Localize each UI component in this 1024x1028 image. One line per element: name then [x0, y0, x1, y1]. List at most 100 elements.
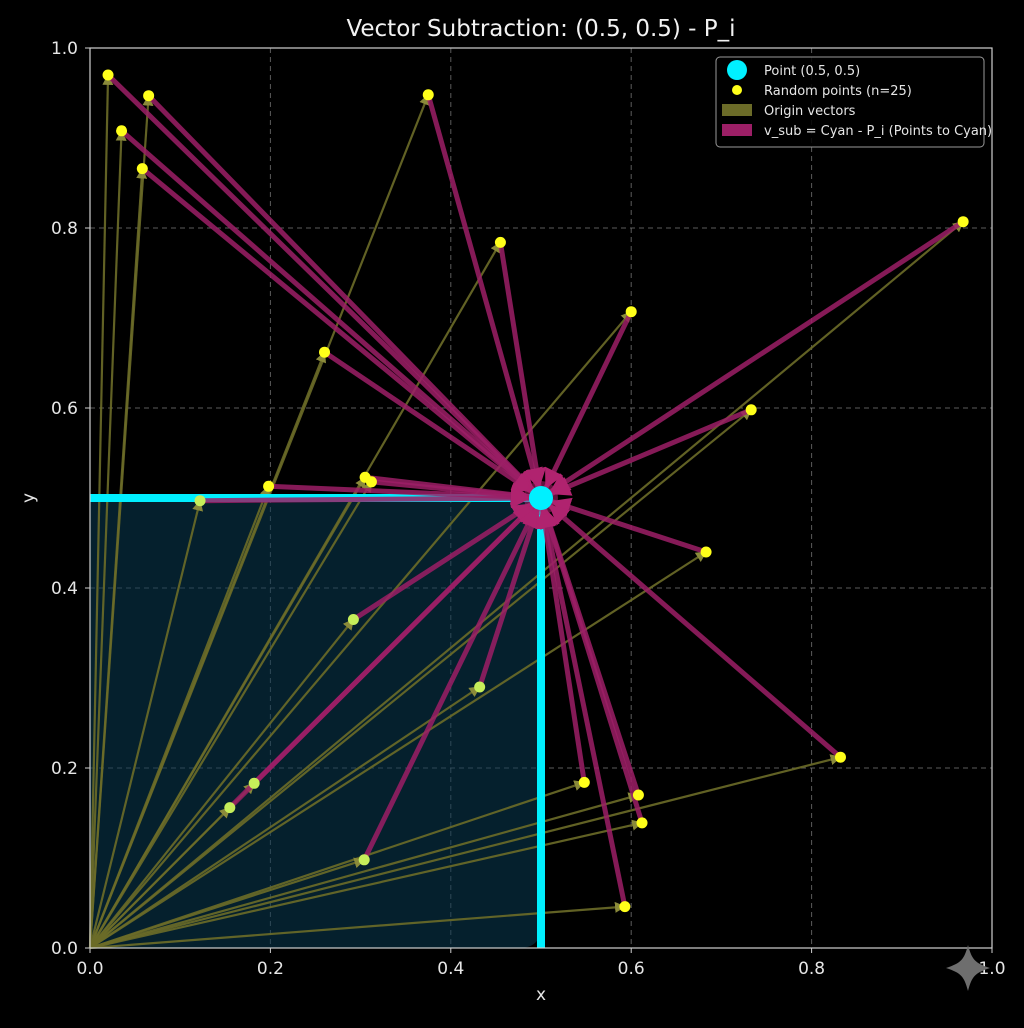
- ticks: 0.0 0.2 0.4 0.6 0.8 1.0 0.0 0.2 0.4 0.6 0.8 1.0: [51, 39, 1006, 979]
- y-tick-label-4: 0.8: [51, 219, 78, 239]
- origin-vector-13: [88, 499, 204, 949]
- origin-vector-12: [88, 485, 271, 949]
- point-8: [319, 346, 331, 358]
- legend-swatch-0: [727, 60, 747, 80]
- y-tick-label-3: 0.6: [51, 399, 78, 419]
- origin-vector-21: [89, 806, 231, 949]
- legend-label-1: Random points (n=25): [764, 84, 912, 99]
- y-tick-label-1: 0.2: [51, 759, 78, 779]
- target-point-layer: [524, 481, 558, 515]
- point-0: [102, 69, 114, 81]
- sub-vector-21: [228, 504, 535, 810]
- sub-vector-22: [540, 507, 645, 824]
- origin-vector-24: [89, 901, 626, 950]
- sub-vector-4: [425, 94, 543, 489]
- origin-vector-11: [89, 480, 373, 949]
- x-axis-title: x: [536, 985, 546, 1005]
- sub-vector-8: [323, 350, 533, 494]
- sub-vector-14: [550, 497, 707, 555]
- sub-vector-7: [543, 310, 634, 489]
- origin-vector-10: [89, 476, 367, 949]
- origin-vector-6: [89, 220, 964, 949]
- sub-vector-13: [200, 488, 532, 509]
- points: [102, 69, 969, 913]
- origin-vector-14: [89, 551, 707, 949]
- origin-vector-3: [88, 167, 148, 949]
- point-21: [224, 802, 236, 814]
- x-tick-label-4: 0.8: [798, 959, 825, 979]
- point-6: [957, 216, 969, 228]
- legend-label-0: Point (0.5, 0.5): [764, 64, 860, 79]
- origin-vector-23: [89, 857, 366, 950]
- y-tick-label-2: 0.4: [51, 579, 78, 599]
- origin-vector-22: [89, 819, 644, 950]
- sub-vector-5: [497, 242, 547, 489]
- sub-vector-15: [352, 502, 533, 622]
- point-22: [636, 817, 648, 829]
- x-tick-label-2: 0.4: [437, 959, 464, 979]
- origin-vector-17: [89, 754, 842, 950]
- point-4: [422, 89, 434, 101]
- sub-vector-12: [268, 483, 532, 507]
- sub-vector-3: [140, 166, 534, 493]
- sub-vector-16: [477, 507, 542, 688]
- chart-title: Vector Subtraction: (0.5, 0.5) - P_i: [346, 16, 735, 42]
- point-16: [474, 681, 486, 693]
- origin-vector-9: [89, 408, 753, 949]
- point-23: [358, 854, 370, 866]
- target-point: [529, 486, 553, 510]
- legend-label-2: Origin vectors: [764, 104, 856, 119]
- plot-frame: [89, 47, 993, 949]
- point-2: [116, 125, 128, 137]
- origin-vectors: [88, 73, 964, 950]
- point-15: [347, 614, 359, 625]
- point-11: [365, 476, 377, 488]
- legend-swatch-3: [722, 124, 752, 136]
- sub-vector-2: [119, 128, 534, 492]
- point-12: [263, 480, 275, 492]
- origin-vector-7: [89, 310, 633, 949]
- sub-vector-9: [550, 407, 753, 496]
- point-7: [625, 306, 637, 318]
- origin-vector-20: [89, 792, 640, 950]
- point-5: [494, 236, 506, 248]
- origin-vector-0: [88, 73, 114, 949]
- point-19: [578, 776, 590, 788]
- legend-swatch-2: [722, 104, 752, 116]
- sub-vectors: [106, 73, 965, 908]
- origin-vector-2: [88, 129, 127, 949]
- point-1: [143, 90, 155, 102]
- sub-vector-1: [146, 93, 535, 492]
- point-14: [700, 546, 712, 558]
- legend-swatch-1: [732, 85, 742, 95]
- sub-vector-24: [537, 507, 628, 908]
- legend-box: [715, 56, 985, 148]
- sub-vector-23: [361, 506, 538, 861]
- sub-vector-0: [106, 73, 535, 492]
- origin-vector-16: [89, 686, 481, 949]
- origin-vector-15: [89, 618, 355, 949]
- point-3: [136, 163, 148, 175]
- legend: Point (0.5, 0.5) Random points (n=25) Orig…: [715, 56, 992, 148]
- sub-vector-17: [548, 503, 843, 760]
- y-axis-title: y: [19, 493, 39, 503]
- legend-items: Point (0.5, 0.5) Random points (n=25) Orig…: [722, 60, 992, 139]
- sub-vector-19: [535, 507, 587, 783]
- point-9: [745, 404, 757, 416]
- point-13: [194, 495, 206, 507]
- y-tick-label-5: 1.0: [51, 39, 78, 59]
- sub-vector-6: [549, 219, 965, 494]
- point-20: [632, 789, 644, 801]
- sparkle-icon: [946, 945, 990, 991]
- x-tick-label-1: 0.2: [257, 959, 284, 979]
- point-17: [834, 751, 846, 763]
- y-tick-label-0: 0.0: [51, 939, 78, 959]
- x-tick-label-0: 0.0: [76, 959, 103, 979]
- x-tick-label-3: 0.6: [618, 959, 645, 979]
- point-24: [619, 901, 631, 913]
- legend-label-3: v_sub = Cyan - P_i (Points to Cyan): [764, 124, 992, 139]
- point-18: [248, 777, 260, 789]
- x-tick-label-5: 1.0: [978, 959, 1005, 979]
